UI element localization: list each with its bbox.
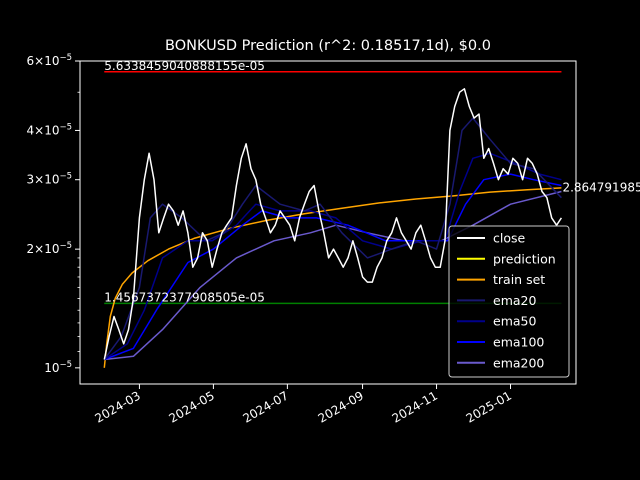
y-tick-exponent: −5 (59, 172, 72, 182)
legend-label-ema100: ema100 (493, 335, 544, 350)
legend-label-ema20: ema20 (493, 293, 536, 308)
series-line-ema50 (103, 152, 562, 361)
y-tick-exponent: −5 (59, 122, 72, 132)
legend-label-prediction: prediction (493, 251, 556, 266)
legend-box (448, 225, 570, 378)
legend-label-ema200: ema200 (493, 355, 544, 370)
legend-label-train-set: train set (493, 272, 545, 287)
y-tick-exponent: −5 (59, 53, 72, 63)
chart-title: BONKUSD Prediction (r^2: 0.18517,1d), $0… (165, 38, 491, 54)
axes-frame (79, 60, 577, 385)
last-value-label: 2.864791985 (562, 181, 640, 195)
y-tick-exponent: −5 (59, 360, 72, 370)
legend: close prediction train set ema20 ema50 ema100… (448, 225, 570, 378)
min-line-label: 1.4567372377908505e-05 (104, 290, 265, 304)
legend-label-ema50: ema50 (493, 314, 536, 329)
series-line-close (103, 88, 563, 360)
max-line-label: 5.6338459040888155e-05 (104, 59, 265, 73)
plot-area: 5.6338459040888155e-05 1.4567372377908505… (103, 59, 640, 368)
series-group (103, 71, 563, 368)
series-line-ema20 (103, 117, 562, 360)
series-line-ema100 (104, 173, 562, 361)
legend-label-close: close (493, 231, 526, 246)
y-tick-exponent: −5 (59, 241, 72, 251)
